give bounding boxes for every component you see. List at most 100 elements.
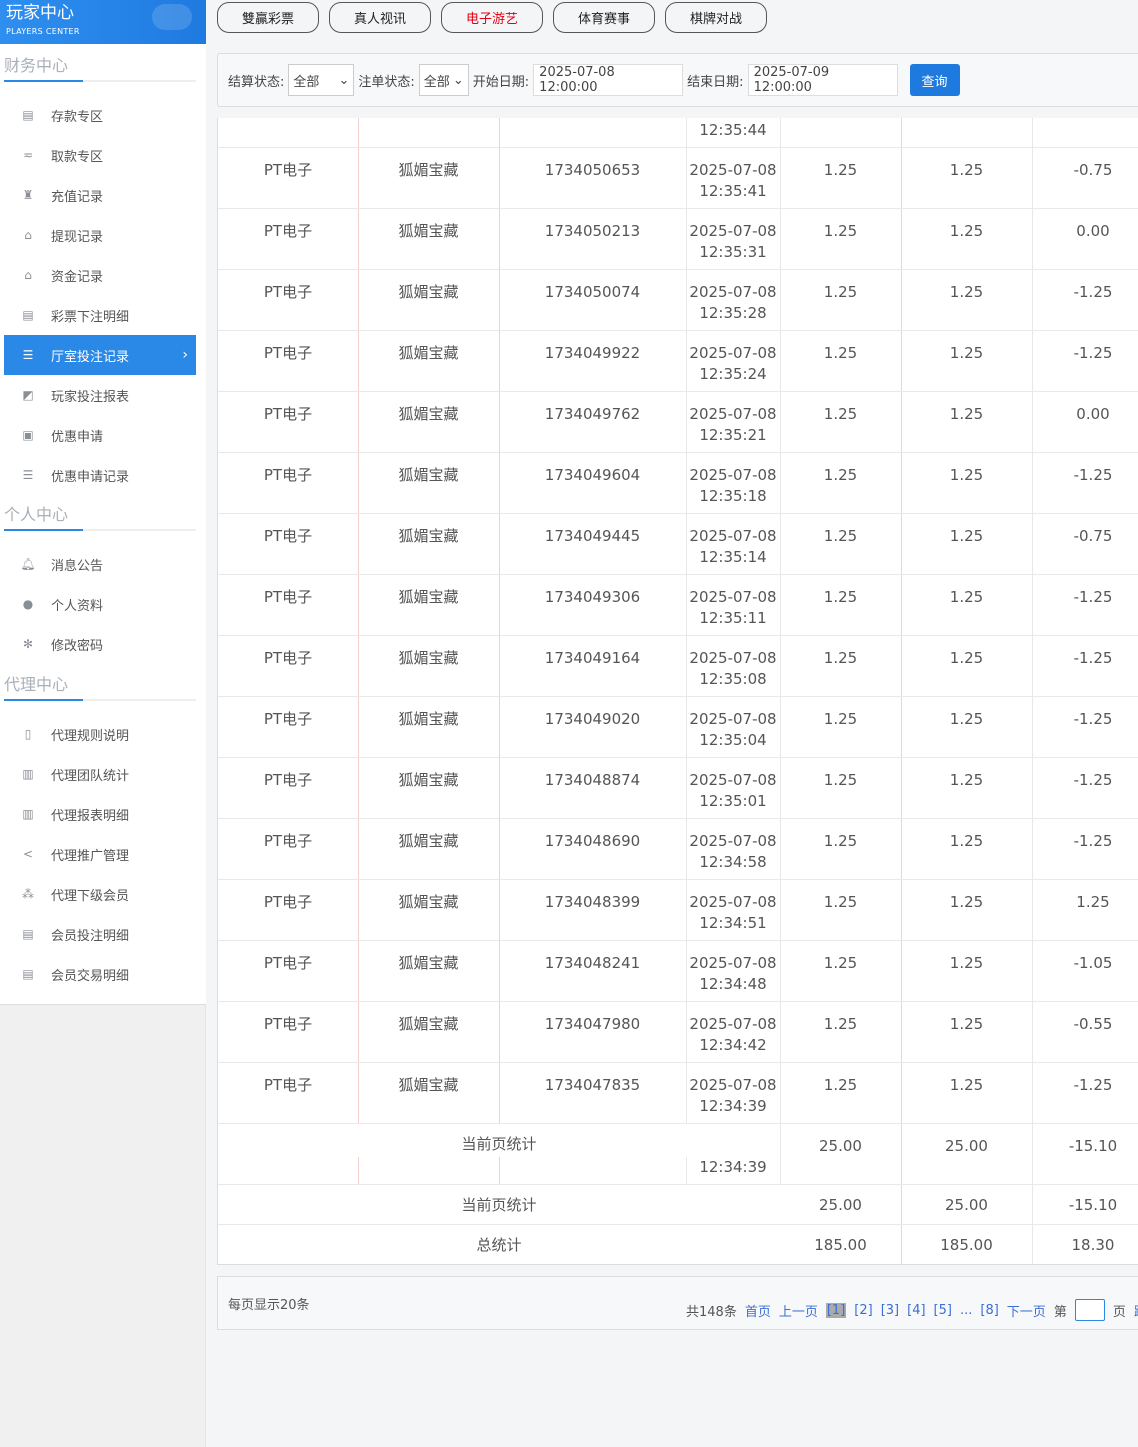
- sidebar-item[interactable]: ▤ 会员投注明细: [4, 914, 196, 954]
- start-date-input[interactable]: 2025-07-08 12:00:00: [533, 64, 684, 96]
- sidebar-item-label: 代理推广管理: [51, 848, 130, 864]
- first-page-link[interactable]: 首页: [744, 1304, 771, 1320]
- win-loss-cell: -1.25: [1073, 832, 1113, 850]
- sidebar-item[interactable]: ☰ 优惠申请记录: [4, 455, 196, 495]
- column-divider: [780, 270, 781, 330]
- sidebar-item[interactable]: ▤ 存款专区: [4, 95, 196, 135]
- win-loss-cell: -1.25: [1073, 283, 1113, 301]
- page-link[interactable]: [1]: [825, 1302, 847, 1318]
- sidebar-item[interactable]: ▤ 彩票下注明细: [4, 295, 196, 335]
- bet-time-cell: 2025-07-08 12:34:42: [689, 1015, 777, 1054]
- page-link[interactable]: [8]: [980, 1302, 999, 1318]
- game-name-cell: 狐媚宝藏: [398, 954, 459, 972]
- platform-cell: PT电子: [263, 527, 313, 545]
- settle-status-select[interactable]: 全部 ⌄: [288, 64, 355, 96]
- sidebar-item[interactable]: ♜ 充值记录: [4, 175, 196, 215]
- column-divider: [901, 514, 902, 574]
- sidebar-item[interactable]: 🔔︎ 消息公告: [4, 544, 196, 584]
- sidebar-item-label: 取款专区: [51, 149, 104, 165]
- next-page-link[interactable]: 下一页: [1006, 1304, 1046, 1320]
- column-divider: [499, 209, 500, 269]
- sidebar-item[interactable]: ▣ 优惠申请: [4, 415, 196, 455]
- valid-bet-cell: 1.25: [949, 222, 984, 240]
- bet-time-cell: 2025-07-08 12:35:11: [689, 588, 777, 627]
- bell-icon: 🔔︎: [20, 557, 36, 571]
- tab-game-category[interactable]: 雙贏彩票: [217, 2, 319, 33]
- sidebar-item[interactable]: ⁂ 代理下级会员: [4, 874, 196, 914]
- sidebar-item-label: 消息公告: [51, 558, 104, 574]
- column-divider: [901, 758, 902, 818]
- column-divider: [499, 1002, 500, 1062]
- end-date-input[interactable]: 2025-07-09 12:00:00: [747, 64, 898, 96]
- tab-game-category[interactable]: 体育赛事: [553, 2, 655, 33]
- column-divider: [901, 453, 902, 513]
- list-bullet-icon: ☰: [22, 468, 34, 482]
- sidebar-item[interactable]: < 代理推广管理: [4, 834, 196, 874]
- column-divider: [358, 453, 359, 513]
- game-name-cell: 狐媚宝藏: [398, 161, 459, 179]
- sidebar-item[interactable]: ▤ 会员交易明细: [4, 954, 196, 994]
- bet-status-select[interactable]: 全部 ⌄: [418, 64, 469, 96]
- sidebar-item-label: 优惠申请记录: [51, 469, 130, 485]
- sidebar-item[interactable]: ◩ 玩家投注报表: [4, 375, 196, 415]
- platform-cell: PT电子: [263, 283, 313, 301]
- query-button[interactable]: 查询: [909, 64, 960, 96]
- tab-game-category[interactable]: 棋牌对战: [665, 2, 767, 33]
- bet-id-cell: 1734049762: [544, 405, 641, 423]
- bet-amount-cell: 1.25: [823, 649, 858, 667]
- page-link[interactable]: [5]: [933, 1302, 952, 1318]
- table-row: PT电子 狐媚宝藏 1734049922 2025-07-08 12:35:24 1.25…: [218, 331, 1138, 392]
- sidebar-item[interactable]: ⌂ 资金记录: [4, 255, 196, 295]
- column-divider: [358, 1063, 359, 1123]
- summary-valid: 25.00: [945, 1137, 988, 1155]
- column-divider: [901, 209, 902, 269]
- game-tabs: 雙贏彩票 真人视讯 电子游艺 体育赛事 棋牌对战: [217, 2, 767, 33]
- prev-page-link[interactable]: 上一页: [778, 1304, 818, 1320]
- column-divider: [901, 636, 902, 696]
- tab-game-category[interactable]: 电子游艺: [441, 2, 543, 33]
- sidebar-item[interactable]: ✻ 修改密码: [4, 624, 196, 664]
- column-divider: [1032, 1185, 1033, 1224]
- sidebar-item[interactable]: ☰ 厅室投注记录 ›: [4, 335, 196, 375]
- sidebar-item-label: 会员投注明细: [51, 928, 130, 944]
- column-divider: [1032, 819, 1033, 879]
- page-link[interactable]: [4]: [907, 1302, 926, 1318]
- bet-amount-cell: 1.25: [823, 405, 858, 423]
- bet-amount-cell: 1.25: [823, 771, 858, 789]
- win-loss-cell: -1.25: [1073, 1076, 1113, 1094]
- page-number-input[interactable]: [1074, 1299, 1105, 1321]
- column-divider: [499, 697, 500, 757]
- column-divider: [499, 514, 500, 574]
- valid-bet-cell: 1.25: [949, 527, 984, 545]
- page-link[interactable]: [3]: [880, 1302, 900, 1318]
- tab-game-category[interactable]: 真人视讯: [329, 2, 431, 33]
- sidebar-item[interactable]: ● 个人资料: [4, 584, 196, 624]
- total-count: 共148条: [686, 1304, 737, 1320]
- summary-win: -15.10: [1068, 1196, 1118, 1214]
- platform-cell: PT电子: [263, 588, 313, 606]
- page-ellipsis: ...: [959, 1302, 973, 1318]
- goto-suffix: 页: [1112, 1304, 1126, 1320]
- sidebar-item[interactable]: ⌂ 提现记录: [4, 215, 196, 255]
- column-divider: [780, 1063, 781, 1123]
- game-name-cell: 狐媚宝藏: [398, 832, 459, 850]
- column-divider: [901, 1002, 902, 1062]
- sidebar-item[interactable]: ▯ 代理规则说明: [4, 714, 196, 754]
- platform-cell: PT电子: [263, 466, 313, 484]
- sidebar-item[interactable]: ▥ 代理团队统计: [4, 754, 196, 794]
- column-divider: [901, 880, 902, 940]
- column-divider: [901, 1124, 902, 1184]
- page-link[interactable]: [2]: [854, 1302, 873, 1318]
- column-divider: [1032, 636, 1033, 696]
- column-divider: [686, 575, 687, 635]
- bet-id-cell: 1734049164: [544, 649, 641, 667]
- sidebar-item[interactable]: ▥ 代理报表明细: [4, 794, 196, 834]
- sidebar-item[interactable]: ≂ 取款专区: [4, 135, 196, 175]
- users-icon: ⁂: [22, 887, 34, 901]
- sidebar-item-label: 优惠申请: [51, 429, 104, 445]
- column-divider: [901, 118, 902, 147]
- jump-button[interactable]: 跳: [1134, 1301, 1138, 1320]
- column-divider: [358, 118, 359, 147]
- column-divider: [499, 941, 500, 1001]
- bet-time-cell: 12:34:39: [699, 1158, 767, 1176]
